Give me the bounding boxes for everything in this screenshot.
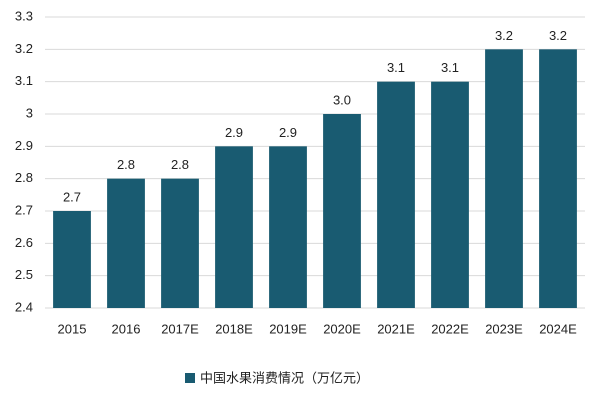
value-label: 2.8	[171, 157, 189, 172]
x-tick-label: 2017E	[161, 321, 199, 336]
y-tick-label: 2.4	[15, 299, 33, 314]
value-label: 3.2	[495, 28, 513, 43]
bar	[485, 49, 523, 308]
y-tick-label: 2.6	[15, 235, 33, 250]
value-label: 3.1	[441, 60, 459, 75]
value-label: 2.9	[225, 125, 243, 140]
y-tick-label: 2.8	[15, 170, 33, 185]
y-tick-label: 3	[26, 105, 33, 120]
value-label: 3.0	[333, 92, 351, 107]
bar	[161, 178, 199, 308]
bar	[215, 146, 253, 308]
y-tick-label: 3.2	[15, 41, 33, 56]
x-tick-label: 2018E	[215, 321, 253, 336]
legend-swatch	[185, 373, 195, 383]
x-tick-label: 2023E	[485, 321, 523, 336]
x-tick-label: 2015	[58, 321, 87, 336]
bar	[539, 49, 577, 308]
y-tick-label: 2.9	[15, 138, 33, 153]
bar	[107, 178, 145, 308]
y-tick-label: 3.3	[15, 8, 33, 23]
x-tick-label: 2022E	[431, 321, 469, 336]
bar	[377, 81, 415, 309]
y-tick-label: 2.7	[15, 202, 33, 217]
bar	[269, 146, 307, 308]
x-tick-label: 2016	[112, 321, 141, 336]
bar	[323, 114, 361, 308]
x-tick-label: 2024E	[539, 321, 577, 336]
y-tick-label: 3.1	[15, 73, 33, 88]
x-tick-label: 2020E	[323, 321, 361, 336]
x-tick-label: 2021E	[377, 321, 415, 336]
value-label: 2.9	[279, 125, 297, 140]
value-label: 3.1	[387, 60, 405, 75]
value-label: 2.7	[63, 189, 81, 204]
y-tick-label: 2.5	[15, 267, 33, 282]
x-tick-label: 2019E	[269, 321, 307, 336]
bar	[431, 81, 469, 309]
legend-label: 中国水果消费情况（万亿元）	[200, 370, 369, 385]
value-label: 2.8	[117, 157, 135, 172]
value-label: 3.2	[549, 28, 567, 43]
bar	[53, 211, 91, 308]
